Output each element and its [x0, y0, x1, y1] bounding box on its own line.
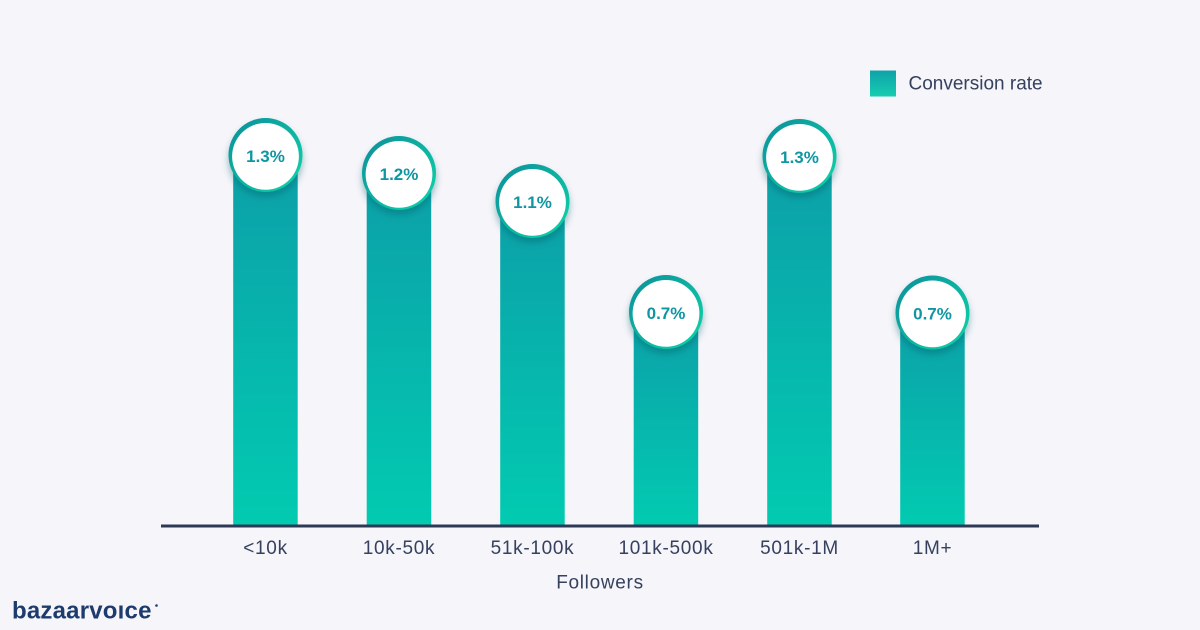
svg-text:Followers: Followers — [556, 573, 644, 594]
svg-text:0.7%: 0.7% — [647, 304, 686, 323]
svg-text:1.3%: 1.3% — [780, 148, 819, 167]
svg-text:Conversion rate: Conversion rate — [909, 74, 1043, 95]
svg-text:101k-500k: 101k-500k — [618, 538, 713, 559]
svg-text:1.2%: 1.2% — [380, 165, 419, 184]
svg-text:bazaarvoıce: bazaarvoıce — [12, 598, 152, 625]
svg-text:0.7%: 0.7% — [913, 305, 952, 324]
svg-text:<10k: <10k — [243, 538, 288, 559]
svg-text:10k-50k: 10k-50k — [363, 538, 436, 559]
svg-text:501k-1M: 501k-1M — [760, 538, 839, 559]
svg-text:51k-100k: 51k-100k — [491, 538, 575, 559]
svg-text:1M+: 1M+ — [913, 538, 953, 559]
svg-text:1.3%: 1.3% — [246, 147, 285, 166]
svg-text:1.1%: 1.1% — [513, 193, 552, 212]
